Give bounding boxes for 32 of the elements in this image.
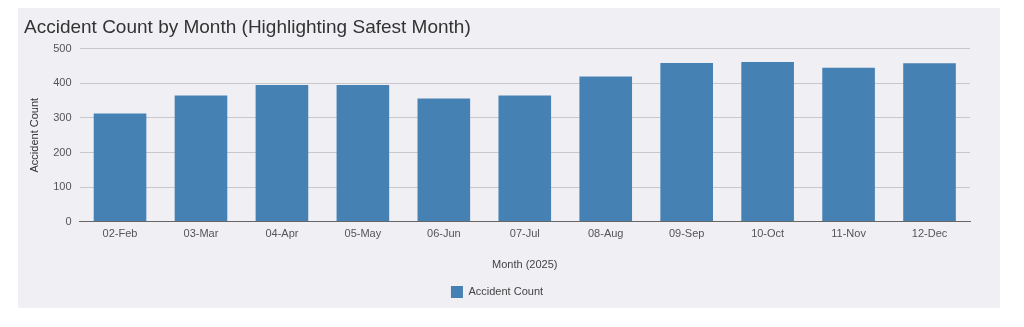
x-tick-label: 02-Feb bbox=[102, 227, 138, 240]
bar bbox=[336, 85, 390, 222]
x-axis-title: Month (2025) bbox=[492, 258, 558, 271]
bar bbox=[498, 95, 552, 222]
x-tick-label: 06-Jun bbox=[427, 227, 461, 240]
x-tick-label: 10-Oct bbox=[751, 227, 785, 240]
bar bbox=[417, 98, 471, 222]
x-tick-label: 11-Nov bbox=[831, 227, 867, 240]
bar bbox=[93, 113, 147, 222]
bar bbox=[255, 85, 309, 222]
x-tick-label: 05-May bbox=[344, 227, 382, 240]
y-tick-label: 400 bbox=[53, 76, 72, 89]
x-tick-label: 04-Apr bbox=[265, 227, 299, 240]
y-tick-label: 500 bbox=[53, 41, 72, 54]
chart-title: Accident Count by Month (Highlighting Safest Month) bbox=[24, 15, 471, 37]
y-tick-label: 200 bbox=[53, 145, 72, 158]
x-tick-label: 08-Aug bbox=[587, 227, 624, 240]
bar bbox=[822, 67, 875, 222]
x-tick-label: 03-Mar bbox=[183, 227, 219, 240]
x-tick-label: 12-Dec bbox=[911, 227, 948, 240]
x-tick-label: 09-Sep bbox=[668, 227, 705, 240]
x-tick-label: 07-Jul bbox=[509, 227, 540, 240]
legend-label: Accident Count bbox=[468, 285, 544, 298]
y-axis-title: Accident Count bbox=[27, 97, 40, 173]
y-tick-label: 300 bbox=[53, 110, 72, 123]
bar bbox=[174, 95, 228, 222]
y-tick-label: 100 bbox=[53, 180, 72, 193]
bar bbox=[579, 76, 633, 222]
bar bbox=[660, 62, 713, 222]
bar bbox=[903, 63, 956, 222]
y-tick-label: 0 bbox=[65, 214, 72, 227]
bar bbox=[741, 61, 794, 222]
